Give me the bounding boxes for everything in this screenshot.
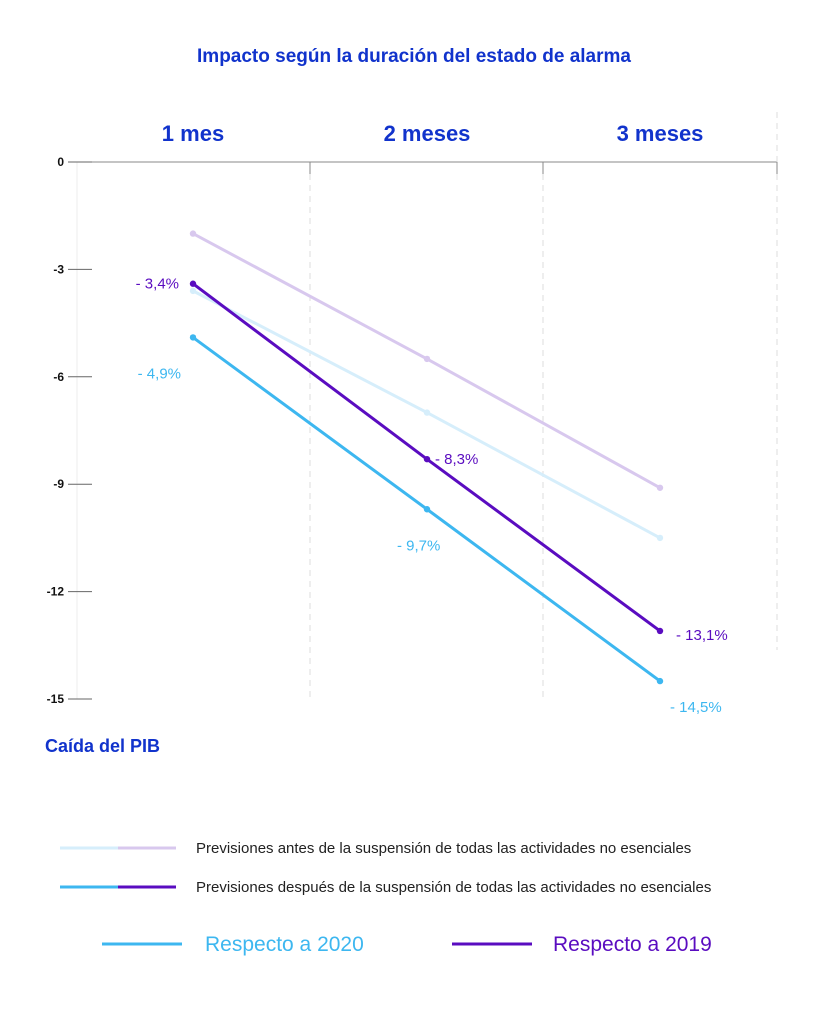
data-point [189, 334, 197, 341]
data-label: - 13,1% [676, 627, 728, 644]
chart-title: Impacto según la duración del estado de … [197, 46, 631, 67]
data-point [656, 627, 664, 635]
y-tick-label: -6 [53, 370, 64, 384]
data-point [423, 455, 431, 463]
y-axis: 0 -3 -6 -9 -12 -15 [47, 155, 92, 706]
data-point [656, 534, 664, 542]
y-axis-label: Caída del PIB [45, 736, 160, 756]
series-before_2019 [189, 230, 664, 491]
y-tick-label: 0 [57, 155, 64, 169]
legend-after-label: Previsiones después de la suspensión de … [196, 879, 711, 896]
data-point [656, 484, 664, 491]
column-label: 2 meses [384, 121, 471, 146]
data-point [423, 409, 431, 416]
data-point [656, 677, 664, 685]
legend-before-label: Previsiones antes de la suspensión de to… [196, 840, 691, 857]
y-tick-label: -12 [47, 585, 65, 599]
data-point [423, 355, 431, 363]
legend-2020-label: Respecto a 2020 [205, 933, 364, 956]
series-before_2020 [189, 287, 664, 542]
data-point [189, 280, 197, 287]
y-tick-label: -15 [47, 692, 65, 706]
data-label: - 9,7% [397, 537, 440, 554]
data-point [189, 230, 197, 237]
data-point [189, 287, 197, 295]
data-label: - 8,3% [435, 451, 478, 468]
column-label: 3 meses [617, 121, 704, 146]
legend-2019-label: Respecto a 2019 [553, 933, 712, 956]
y-tick-label: -3 [53, 262, 64, 276]
column-label: 1 mes [162, 121, 224, 146]
series-after_2020: - 4,9% - 9,7% - 14,5% [138, 334, 722, 716]
data-label: - 14,5% [670, 699, 722, 716]
grid [76, 112, 778, 699]
data-label: - 3,4% [136, 276, 179, 293]
legend: Previsiones antes de la suspensión de to… [60, 840, 712, 956]
data-label: - 4,9% [138, 365, 181, 382]
series-group: - 4,9% - 9,7% - 14,5% - 3,4% - 8,3% - 13,1% [136, 230, 728, 716]
data-point [423, 506, 431, 513]
y-tick-label: -9 [53, 477, 64, 491]
column-labels: 1 mes 2 meses 3 meses [162, 121, 704, 146]
series-after_2019: - 3,4% - 8,3% - 13,1% [136, 276, 728, 644]
